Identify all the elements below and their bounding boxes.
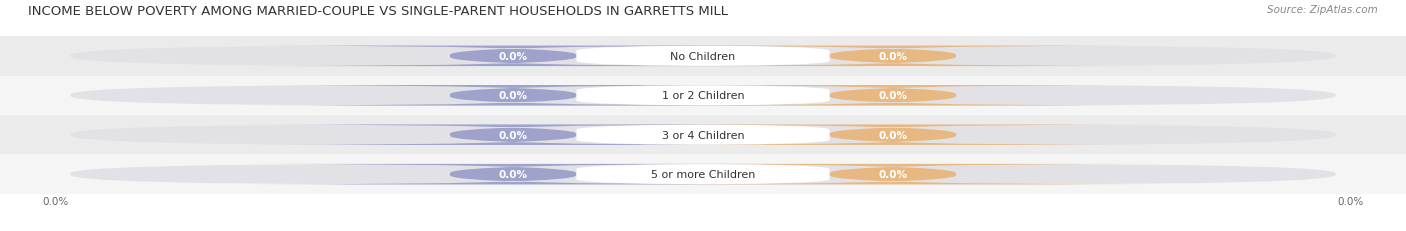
- Text: 5 or more Children: 5 or more Children: [651, 169, 755, 179]
- FancyBboxPatch shape: [627, 86, 1159, 106]
- FancyBboxPatch shape: [0, 155, 1406, 194]
- FancyBboxPatch shape: [70, 125, 1336, 145]
- FancyBboxPatch shape: [627, 164, 1159, 185]
- Text: 0.0%: 0.0%: [879, 130, 907, 140]
- Text: 0.0%: 0.0%: [499, 52, 527, 62]
- FancyBboxPatch shape: [0, 116, 1406, 155]
- Text: 0.0%: 0.0%: [879, 52, 907, 62]
- FancyBboxPatch shape: [627, 125, 1159, 145]
- Text: 3 or 4 Children: 3 or 4 Children: [662, 130, 744, 140]
- FancyBboxPatch shape: [247, 164, 779, 185]
- FancyBboxPatch shape: [247, 125, 779, 145]
- Text: 0.0%: 0.0%: [879, 169, 907, 179]
- FancyBboxPatch shape: [576, 46, 830, 67]
- Text: Source: ZipAtlas.com: Source: ZipAtlas.com: [1267, 5, 1378, 15]
- Text: No Children: No Children: [671, 52, 735, 62]
- FancyBboxPatch shape: [70, 86, 1336, 106]
- Text: 0.0%: 0.0%: [499, 91, 527, 101]
- Text: 0.0%: 0.0%: [499, 169, 527, 179]
- FancyBboxPatch shape: [0, 37, 1406, 76]
- FancyBboxPatch shape: [576, 164, 830, 185]
- FancyBboxPatch shape: [70, 46, 1336, 67]
- Text: INCOME BELOW POVERTY AMONG MARRIED-COUPLE VS SINGLE-PARENT HOUSEHOLDS IN GARRETT: INCOME BELOW POVERTY AMONG MARRIED-COUPL…: [28, 5, 728, 18]
- Text: 1 or 2 Children: 1 or 2 Children: [662, 91, 744, 101]
- FancyBboxPatch shape: [627, 46, 1159, 67]
- FancyBboxPatch shape: [247, 46, 779, 67]
- Text: 0.0%: 0.0%: [42, 196, 69, 206]
- Text: 0.0%: 0.0%: [1337, 196, 1364, 206]
- Text: 0.0%: 0.0%: [499, 130, 527, 140]
- FancyBboxPatch shape: [576, 125, 830, 145]
- FancyBboxPatch shape: [247, 86, 779, 106]
- Text: 0.0%: 0.0%: [879, 91, 907, 101]
- FancyBboxPatch shape: [70, 164, 1336, 185]
- FancyBboxPatch shape: [0, 76, 1406, 116]
- FancyBboxPatch shape: [576, 86, 830, 106]
